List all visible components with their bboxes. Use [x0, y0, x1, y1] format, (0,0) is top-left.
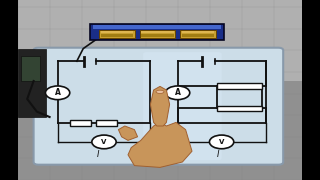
- Bar: [217, 106, 262, 111]
- Bar: [93, 25, 221, 29]
- Bar: [140, 30, 175, 38]
- Bar: [182, 31, 214, 33]
- Bar: [70, 120, 91, 126]
- Text: I: I: [96, 150, 99, 159]
- Bar: [96, 120, 117, 126]
- Circle shape: [45, 86, 70, 100]
- Bar: [18, 0, 302, 81]
- Bar: [0, 0, 18, 180]
- FancyBboxPatch shape: [34, 48, 283, 165]
- Bar: [21, 56, 40, 81]
- Bar: [182, 35, 214, 37]
- Bar: [99, 30, 135, 38]
- Text: V: V: [219, 139, 224, 145]
- Text: A: A: [55, 88, 60, 97]
- Bar: [141, 35, 174, 37]
- FancyBboxPatch shape: [143, 52, 221, 160]
- Polygon shape: [118, 126, 138, 140]
- Polygon shape: [128, 122, 192, 167]
- Bar: [101, 31, 133, 33]
- Bar: [101, 35, 133, 37]
- Bar: [90, 24, 224, 40]
- Text: V: V: [101, 139, 107, 145]
- Circle shape: [165, 86, 190, 100]
- Circle shape: [209, 135, 234, 149]
- Polygon shape: [150, 86, 170, 126]
- Bar: [302, 0, 320, 180]
- Bar: [18, 81, 302, 180]
- Bar: [18, 49, 46, 117]
- Ellipse shape: [156, 90, 164, 93]
- Text: I: I: [217, 150, 220, 159]
- Text: A: A: [175, 88, 180, 97]
- Bar: [141, 31, 174, 33]
- Bar: [180, 30, 216, 38]
- Bar: [217, 83, 262, 89]
- Circle shape: [92, 135, 116, 149]
